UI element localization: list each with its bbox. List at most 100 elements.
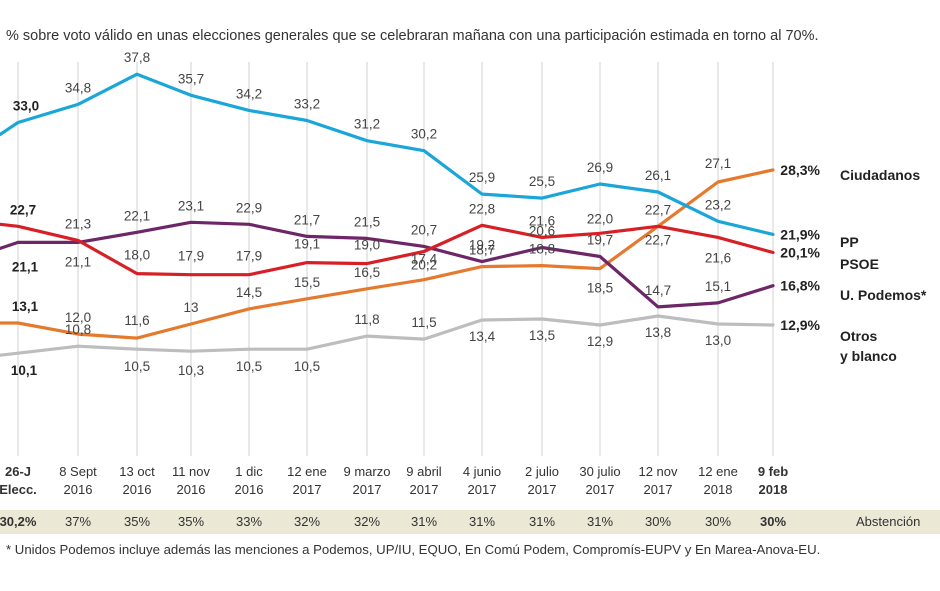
series-name-label: y blanco — [840, 348, 897, 364]
x-tick-label: 2017 — [468, 482, 497, 497]
data-label: 10,5 — [124, 359, 150, 374]
data-label: 21,1 — [12, 259, 39, 274]
data-label: 15,5 — [294, 275, 320, 290]
data-label: 34,2 — [236, 86, 262, 101]
data-label: 35,7 — [178, 71, 204, 86]
data-label: 19,2 — [469, 238, 495, 253]
x-tick-label: 12 ene — [287, 464, 327, 479]
data-label: 10,8 — [65, 322, 91, 337]
abstention-value: 32% — [353, 514, 381, 529]
data-label: 16,5 — [354, 265, 380, 280]
series-line — [0, 168, 775, 340]
x-tick-label: 2017 — [293, 482, 322, 497]
data-label: 11,6 — [124, 313, 149, 328]
x-tick-label: 2017 — [528, 482, 557, 497]
data-label: 33,2 — [294, 97, 320, 112]
chart-subtitle: % sobre voto válido en unas elecciones g… — [6, 28, 819, 44]
data-label: 12,9 — [587, 334, 613, 349]
data-label: 22,7 — [645, 202, 671, 217]
end-value-label: 20,1% — [780, 244, 820, 260]
abstention-label: Abstención — [856, 514, 921, 529]
x-tick-label: 9 marzo — [344, 464, 391, 479]
series-name-label: U. Podemos* — [840, 287, 927, 303]
x-tick-label: Elecc. — [0, 482, 37, 497]
data-label: 13 — [183, 300, 198, 315]
data-label: 13,8 — [645, 325, 671, 340]
data-label: 22,8 — [469, 201, 495, 216]
data-label: 18,8 — [529, 242, 555, 257]
x-tick-label: 13 oct — [119, 464, 155, 479]
x-tick-label: 2018 — [759, 482, 788, 497]
data-label: 18,0 — [124, 248, 150, 263]
abstention-value: 31% — [528, 514, 556, 529]
data-label: 13,5 — [529, 328, 555, 343]
end-value-label: 28,3% — [780, 162, 820, 178]
x-tick-label: 2017 — [353, 482, 382, 497]
data-label: 30,2 — [411, 127, 437, 142]
x-tick-label: 2017 — [586, 482, 615, 497]
x-tick-label: 9 feb — [758, 464, 788, 479]
data-label: 37,8 — [124, 50, 150, 65]
data-label: 22,0 — [587, 211, 613, 226]
end-value-label: 16,8% — [780, 278, 820, 294]
data-label: 34,8 — [65, 80, 91, 95]
data-label: 11,5 — [411, 315, 436, 330]
abstention-value: 33% — [235, 514, 263, 529]
x-tick-label: 11 nov — [172, 464, 211, 479]
x-tick-label: 12 nov — [638, 464, 678, 479]
data-label: 21,1 — [65, 254, 91, 269]
abstention-value: 35% — [123, 514, 151, 529]
x-tick-label: 2016 — [123, 482, 152, 497]
abstention-value: 30,2% — [0, 514, 37, 529]
data-label: 12,0 — [65, 310, 91, 325]
data-label: 21,6 — [705, 250, 731, 265]
x-tick-label: 2018 — [704, 482, 733, 497]
data-label: 23,2 — [705, 197, 731, 212]
end-value-label: 12,9% — [780, 317, 820, 333]
data-label: 13,0 — [705, 333, 731, 348]
data-label: 27,1 — [705, 156, 731, 171]
x-tick-label: 2016 — [235, 482, 264, 497]
series-name-label: PSOE — [840, 256, 879, 272]
series-name-label: Otros — [840, 328, 878, 344]
data-label: 17,9 — [178, 249, 204, 264]
line-chart: 33,0 34,8 37,8 35,7 34,2 33,2 31,2 30,2 25,9 25,5… — [0, 50, 927, 497]
x-tick-label: 30 julio — [579, 464, 620, 479]
data-label: 23,1 — [178, 198, 204, 213]
data-label: 10,5 — [236, 359, 262, 374]
data-label: 21,7 — [294, 212, 320, 227]
x-tick-label: 26-J — [5, 464, 31, 479]
data-label: 13,4 — [469, 329, 496, 344]
data-label: 21,5 — [354, 214, 380, 229]
x-tick-label: 12 ene — [698, 464, 738, 479]
abstention-value: 32% — [293, 514, 321, 529]
data-label: 20,2 — [411, 258, 437, 273]
x-tick-label: 1 dic — [235, 464, 263, 479]
x-tick-label: 2016 — [64, 482, 93, 497]
data-label: 14,7 — [645, 283, 671, 298]
series-name-label: Ciudadanos — [840, 167, 920, 183]
data-label: 20,7 — [411, 222, 437, 237]
abstention-value: 31% — [586, 514, 614, 529]
abstention-value: 31% — [410, 514, 438, 529]
data-label: 21,6 — [529, 213, 555, 228]
data-label: 26,1 — [645, 168, 671, 183]
data-label: 22,1 — [124, 208, 150, 223]
data-label: 13,1 — [12, 299, 39, 314]
data-label: 21,3 — [65, 216, 91, 231]
data-label: 10,1 — [11, 363, 38, 378]
x-tick-label: 8 Sept — [59, 464, 97, 479]
data-label: 18,7 — [469, 243, 495, 258]
series-name-label: PP — [840, 234, 859, 250]
data-label: 22,7 — [10, 202, 36, 217]
data-label: 20,6 — [529, 224, 555, 239]
data-label: 17,9 — [236, 249, 262, 264]
abstention-bar — [0, 510, 940, 534]
end-value-label: 21,9% — [780, 226, 820, 242]
data-label: 17,4 — [411, 252, 438, 267]
data-label: 15,1 — [705, 279, 731, 294]
x-tick-label: 4 junio — [463, 464, 501, 479]
data-label: 31,2 — [354, 117, 380, 132]
x-tick-label: 2 julio — [525, 464, 559, 479]
data-label: 19,1 — [294, 237, 320, 252]
